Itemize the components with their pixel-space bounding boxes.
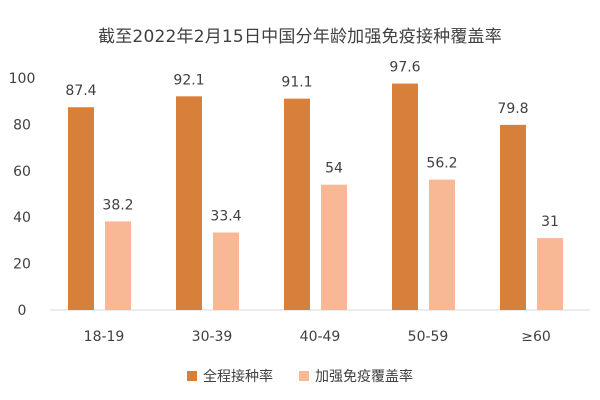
bar-series-1-4	[392, 83, 418, 311]
data-label-series-1-3: 91.1	[281, 75, 312, 91]
data-label-series-2-5: 31	[541, 214, 559, 230]
data-label-series-2-4: 56.2	[426, 156, 457, 172]
data-label-series-2-1: 38.2	[102, 197, 133, 213]
chart-title: 截至2022年2月15日中国分年龄加强免疫接种覆盖率	[98, 27, 502, 47]
bar-series-1-2	[176, 96, 202, 310]
bar-series-2-4	[429, 179, 455, 310]
y-tick-label: 40	[13, 210, 31, 226]
y-tick-label: 0	[18, 303, 27, 319]
legend: 全程接种率 加强免疫覆盖率	[0, 366, 600, 386]
bar-series-1-3	[284, 98, 310, 310]
y-tick-label: 100	[9, 71, 36, 87]
bar-series-2-3	[321, 184, 347, 310]
legend-label-series-1: 全程接种率	[203, 369, 273, 385]
data-label-series-1-2: 92.1	[173, 72, 204, 88]
data-label-series-1-5: 79.8	[497, 101, 528, 117]
bar-series-2-5	[537, 238, 563, 310]
data-label-series-2-3: 54	[325, 161, 343, 177]
x-tick-label: 50-59	[408, 329, 449, 345]
data-label-series-2-2: 33.4	[210, 209, 241, 225]
bar-series-1-5	[500, 124, 526, 310]
legend-item-series-2: 加强免疫覆盖率	[299, 366, 413, 386]
bar-series-2-1	[105, 221, 131, 310]
x-tick-label: ≥60	[521, 329, 551, 345]
data-label-series-1-4: 97.6	[389, 60, 420, 76]
legend-label-series-2: 加强免疫覆盖率	[315, 369, 413, 385]
x-tick-label: 40-49	[300, 329, 341, 345]
x-tick-label: 30-39	[192, 329, 233, 345]
x-tick-label: 18-19	[84, 329, 125, 345]
legend-item-series-1: 全程接种率	[187, 366, 273, 386]
legend-swatch-series-1	[187, 371, 197, 381]
bar-series-1-1	[68, 107, 94, 311]
y-tick-label: 20	[13, 257, 31, 273]
bar-series-2-2	[213, 232, 239, 310]
y-tick-label: 60	[13, 164, 31, 180]
data-label-series-1-1: 87.4	[65, 83, 96, 99]
legend-swatch-series-2	[299, 371, 309, 381]
y-tick-label: 80	[13, 117, 31, 133]
